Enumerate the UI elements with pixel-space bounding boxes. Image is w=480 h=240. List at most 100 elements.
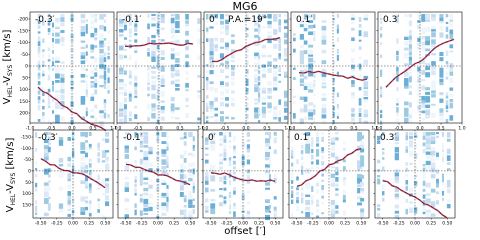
pv-patch <box>417 89 421 92</box>
pv-patch <box>363 100 369 103</box>
pv-patch <box>380 94 383 98</box>
pv-patch <box>358 101 362 106</box>
pv-patch <box>273 70 278 77</box>
pv-patch <box>37 72 41 79</box>
pv-patch <box>358 46 362 50</box>
pv-patch <box>293 113 296 119</box>
pv-patch <box>175 20 180 25</box>
pv-patch <box>107 46 110 51</box>
pv-patch <box>225 64 229 70</box>
pv-patch <box>58 203 64 209</box>
pv-patch <box>123 37 127 40</box>
pv-patch <box>90 96 95 101</box>
pv-patch <box>219 46 224 49</box>
pv-patch <box>257 42 261 46</box>
pv-patch <box>219 162 223 165</box>
pv-patch <box>147 14 150 18</box>
pv-patch <box>97 147 100 151</box>
pv-patch <box>143 160 149 166</box>
pv-patch <box>103 57 107 63</box>
pv-patch <box>97 203 100 209</box>
pv-patch <box>404 86 409 89</box>
pv-patch <box>225 75 229 79</box>
pv-patch <box>206 80 209 87</box>
x-tick-label: 0.0 <box>416 126 423 132</box>
pv-patch <box>299 20 304 26</box>
pv-patch <box>265 182 271 186</box>
pv-patch <box>188 162 193 168</box>
pv-patch <box>300 145 304 149</box>
pv-patch <box>254 52 259 59</box>
pv-patch <box>99 75 104 79</box>
pv-patch <box>134 179 137 183</box>
pv-patch <box>124 148 130 153</box>
pv-patch <box>265 199 271 204</box>
pv-patch <box>254 56 259 60</box>
pv-patch <box>336 37 339 43</box>
pv-patch <box>449 22 454 28</box>
pv-patch <box>205 153 209 156</box>
pv-patch <box>336 112 339 116</box>
pv-patch <box>90 93 95 99</box>
pv-patch <box>94 67 98 71</box>
pv-patch <box>293 33 296 36</box>
pv-patch <box>179 185 184 191</box>
pv-patch <box>291 190 294 195</box>
pv-patch <box>278 66 281 71</box>
pv-patch <box>175 23 180 29</box>
pv-patch <box>161 192 167 198</box>
pv-patch <box>449 103 454 109</box>
pv-patch <box>293 48 296 53</box>
pv-patch <box>417 46 421 50</box>
pv-patch <box>241 191 245 194</box>
x-tick-label: 0.50 <box>356 221 366 227</box>
pv-patch <box>55 106 60 109</box>
pv-patch <box>233 206 236 209</box>
pv-patch <box>422 174 426 179</box>
x-tick-label: 0.50 <box>185 221 195 227</box>
pv-patch <box>170 53 175 60</box>
pv-patch <box>261 109 266 114</box>
pv-patch <box>107 55 110 60</box>
pv-patch <box>188 199 193 205</box>
pv-patch <box>342 176 346 183</box>
pv-patch <box>58 137 64 143</box>
pv-patch <box>321 103 327 109</box>
pv-patch <box>88 200 92 205</box>
pv-patch <box>101 160 107 163</box>
pv-patch <box>404 71 409 77</box>
pv-patch <box>332 14 335 18</box>
pv-patch <box>185 61 189 68</box>
pv-patch <box>246 148 251 153</box>
pv-patch <box>446 188 451 194</box>
pv-patch <box>185 112 189 119</box>
pv-patch <box>316 209 320 213</box>
pv-patch <box>311 199 314 205</box>
pv-patch <box>219 58 224 65</box>
pv-patch <box>185 54 189 59</box>
pv-patch <box>332 105 335 111</box>
pv-patch <box>267 35 272 40</box>
pv-patch <box>308 14 314 19</box>
pv-patch <box>265 187 271 190</box>
pv-patch <box>166 196 169 203</box>
pv-patch <box>225 60 229 67</box>
pv-patch <box>321 39 327 45</box>
pv-patch <box>300 192 304 197</box>
pv-patch <box>261 113 266 119</box>
pv-patch <box>446 183 451 188</box>
pv-patch <box>261 106 266 112</box>
pv-patch <box>380 41 383 46</box>
pv-patch <box>413 210 418 214</box>
pv-patch <box>321 136 325 142</box>
pv-patch <box>422 205 426 212</box>
pv-patch <box>147 103 150 110</box>
pv-patch <box>421 41 426 46</box>
pv-patch <box>223 196 227 200</box>
pv-patch <box>446 148 451 155</box>
pv-patch <box>185 24 189 27</box>
pv-patch <box>134 18 138 25</box>
pv-patch <box>408 56 412 63</box>
pv-patch <box>381 151 385 155</box>
pv-patch <box>205 210 209 213</box>
